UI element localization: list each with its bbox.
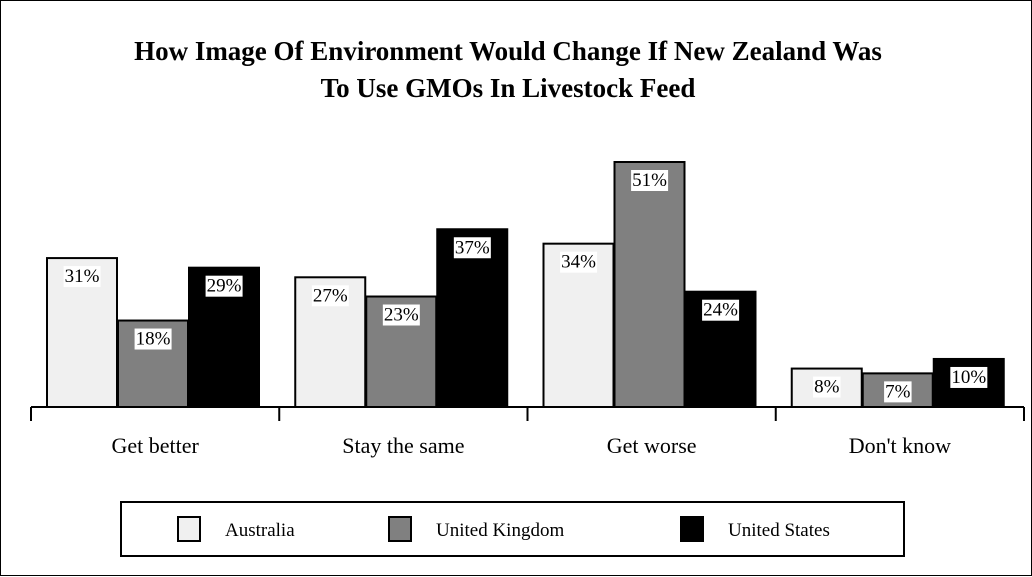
value-label-united-kingdom-get-better: 18% [136,329,171,350]
value-label-background [134,328,172,350]
value-label-background [205,275,243,297]
bar-united-states-stay-the-same [436,228,509,408]
chart-title-line-1: How Image Of Environment Would Change If… [134,36,882,66]
chart-title: How Image Of Environment Would Change If… [134,36,882,103]
chart-title-line-2: To Use GMOs In Livestock Feed [321,73,696,103]
legend-swatch-australia [177,516,201,542]
value-label-united-states-get-worse: 24% [703,300,738,321]
legend-swatch-united-kingdom [388,516,412,542]
legend-label-united-states: United States [728,520,830,541]
x-tick-label-stay-the-same: Stay the same [342,433,464,458]
value-label-background [702,299,740,321]
value-label-australia-stay-the-same: 27% [313,285,348,306]
legend-label-australia: Australia [225,520,295,541]
bars: 31% 18% 29% 27% 23% 37% 34% 51% 24% 8% 7% 10% [46,161,1005,409]
value-label-united-kingdom-don-t-know: 7% [885,381,911,402]
x-tick-label-get-better: Get better [111,433,199,458]
legend-box [120,501,905,557]
value-label-background [631,170,669,191]
value-label-united-kingdom-stay-the-same: 23% [384,305,419,326]
x-tick-label-don-t-know: Don't know [849,433,951,458]
value-label-australia-get-better: 31% [65,266,100,287]
bar-united-kingdom-get-worse [613,161,686,408]
legend-swatch-united-states [680,516,704,542]
value-label-background [950,366,988,388]
value-label-united-states-stay-the-same: 37% [455,237,490,258]
x-tick-label-get-worse: Get worse [607,433,697,458]
legend: Australia United Kingdom United States [120,501,905,557]
value-label-background [813,376,841,398]
value-label-united-kingdom-get-worse: 51% [632,170,667,191]
value-label-united-states-get-better: 29% [207,276,242,297]
value-label-background [884,381,912,403]
value-label-background [382,304,420,326]
value-label-background [63,266,101,288]
x-axis: Get better Stay the same Get worse Don't kn… [30,406,1025,458]
value-label-background [453,237,491,259]
legend-label-united-kingdom: United Kingdom [436,520,564,541]
value-label-background [311,285,349,307]
value-label-australia-don-t-know: 8% [814,377,840,398]
value-label-australia-get-worse: 34% [561,252,596,273]
value-label-united-states-don-t-know: 10% [951,367,986,388]
value-label-background [560,251,598,273]
